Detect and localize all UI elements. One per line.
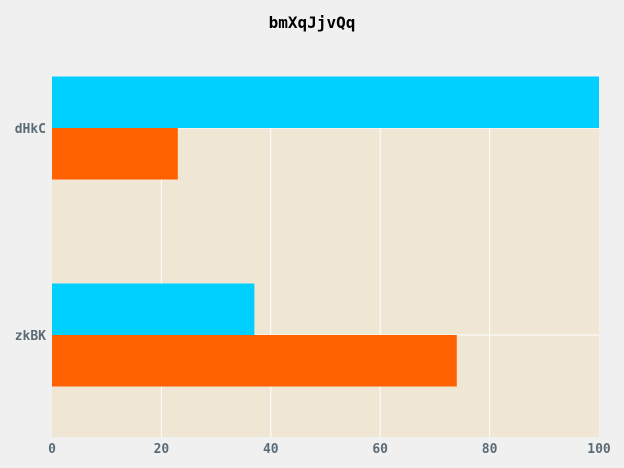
chart-title: bmXqJjvQq [269,13,356,32]
bar-zkbk-series-2 [52,335,457,387]
bar-dhkc-series-1 [52,77,599,129]
bar-zkbk-series-1 [52,284,254,336]
y-tick-label-zkbk: zkBK [15,329,46,344]
x-tick-label: 0 [48,442,56,457]
bar-dhkc-series-2 [52,128,178,180]
x-tick-label: 60 [372,442,388,457]
x-tick-label: 100 [587,442,611,457]
x-tick-label: 40 [263,442,279,457]
y-axis-ticks: dHkC zkBK [15,122,46,344]
x-tick-label: 80 [482,442,498,457]
y-tick-label-dhkc: dHkC [15,122,46,137]
x-tick-label: 20 [154,442,170,457]
x-axis-ticks: 0 20 40 60 80 100 [48,442,611,457]
